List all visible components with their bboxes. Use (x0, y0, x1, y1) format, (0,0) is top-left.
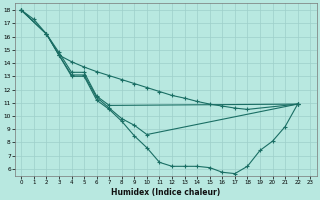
X-axis label: Humidex (Indice chaleur): Humidex (Indice chaleur) (111, 188, 220, 197)
